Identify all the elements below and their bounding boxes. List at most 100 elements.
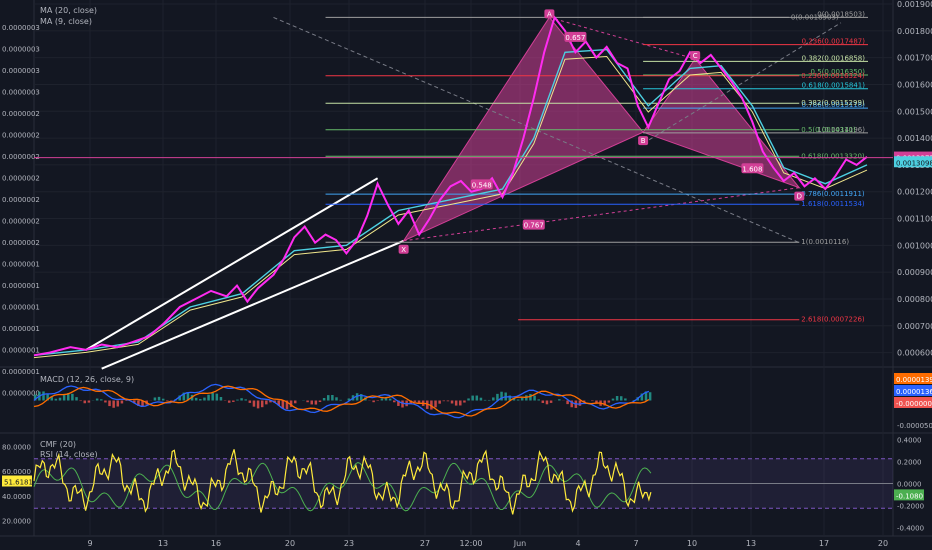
cmf-tick-label: -0.4000 — [897, 525, 924, 533]
y-tick-label: 0.0009000 — [897, 268, 932, 277]
macd-histogram-bar — [322, 397, 326, 401]
cmf-value-badge — [894, 489, 924, 501]
left-tick-label: 0.0000003 — [2, 67, 40, 75]
channel-lower-line — [101, 239, 405, 370]
ratio-label: 0.548 — [472, 181, 492, 189]
macd-histogram-bar — [607, 400, 611, 403]
y-tick-label: 0.0007000 — [897, 322, 932, 331]
macd-histogram-bar — [603, 400, 606, 406]
macd-histogram-bar — [112, 400, 115, 408]
macd-histogram-bar — [558, 399, 561, 401]
ma-yellow-line — [33, 55, 868, 359]
retrace-level-label: 0.236(0.0016324) — [801, 72, 865, 80]
macd-histogram-bar — [310, 400, 313, 405]
macd-histogram-bar — [384, 397, 388, 401]
macd-histogram-bar — [194, 397, 198, 401]
macd-value-badge — [894, 397, 932, 408]
macd-value-label: 0.0000136 — [896, 388, 932, 396]
macd-value-badge — [894, 373, 932, 384]
left-tick-label: 0.0000002 — [2, 218, 40, 226]
macd-histogram-bar — [166, 400, 169, 402]
left-tick-label: 0.0000002 — [2, 132, 40, 140]
x-tick-label: 23 — [344, 539, 354, 548]
macd-histogram-bar — [578, 400, 582, 406]
macd-histogram-bar — [331, 394, 334, 401]
macd-histogram-bar — [203, 397, 206, 401]
cmf-tick-label: -0.2000 — [897, 503, 924, 511]
cmf-label[interactable]: CMF (20) — [40, 440, 77, 449]
macd-label[interactable]: MACD (12, 26, close, 9) — [40, 375, 135, 384]
macd-histogram-bar — [388, 398, 392, 401]
macd-histogram-bar — [397, 400, 400, 406]
macd-histogram-bar — [611, 398, 615, 401]
left-tick-label: 0.0000001 — [2, 325, 40, 333]
dashed-line — [549, 16, 696, 60]
macd-histogram-bar — [591, 400, 594, 402]
macd-histogram-bar — [314, 400, 318, 405]
rsi-tick-label: 20.0000 — [2, 518, 31, 526]
ratio-badge — [470, 179, 493, 190]
macd-histogram-bar — [215, 393, 219, 401]
macd-histogram-bar — [207, 394, 210, 401]
fib-level-label: 0.5(0.0016350) — [811, 68, 866, 76]
y-tick-label: 0.0019000 — [897, 0, 932, 9]
macd-histogram-bar — [624, 398, 627, 401]
ma-value-label: 0.0013098 — [896, 159, 932, 167]
x-tick-label: 27 — [420, 539, 430, 548]
macd-histogram-bar — [417, 400, 421, 403]
x-tick-label: 10 — [687, 539, 697, 548]
ratio-badge — [741, 163, 764, 174]
y-tick-label: 0.0018000 — [897, 27, 932, 36]
retrace-level-label: 0.5(0.0014310) — [801, 126, 856, 134]
left-tick-label: 0.0000002 — [2, 153, 40, 161]
macd-histogram-bar — [265, 400, 268, 405]
ma20-label[interactable]: MA (20, close) — [40, 6, 98, 15]
dashed-line — [642, 22, 842, 144]
cmf-tick-label: 0.2000 — [897, 459, 922, 467]
ma9-label[interactable]: MA (9, close) — [40, 17, 92, 26]
macd-histogram-bar — [619, 396, 623, 401]
macd-histogram-bar — [83, 400, 87, 404]
macd-histogram-bar — [87, 400, 91, 403]
macd-histogram-bar — [479, 397, 483, 401]
macd-histogram-bar — [500, 391, 503, 401]
left-tick-label: 0.0000000 — [2, 390, 40, 398]
x-tick-label: 20 — [285, 539, 295, 548]
x-tick-label: 9 — [87, 539, 92, 548]
macd-histogram-bar — [240, 398, 243, 401]
macd-histogram-bar — [492, 397, 495, 401]
pattern-point-label: D — [797, 193, 802, 201]
left-tick-label: 0.0000002 — [2, 196, 40, 204]
rsi-tick-label: 80.0000 — [2, 443, 31, 451]
macd-histogram-bar — [360, 394, 363, 401]
macd-value-label: -0.0000003 — [896, 400, 932, 408]
left-tick-label: 0.0000003 — [2, 89, 40, 97]
retrace-level-label: 1(0.0010116) — [801, 238, 849, 246]
macd-histogram-bar — [95, 398, 99, 401]
macd-histogram-bar — [289, 400, 293, 408]
x-tick-label: 13 — [746, 539, 756, 548]
rsi-label[interactable]: RSI (14, close) — [40, 450, 98, 459]
macd-histogram-bar — [434, 400, 437, 408]
left-tick-label: 0.0000003 — [2, 46, 40, 54]
retrace-level-label: 0.786(0.0011911) — [801, 190, 865, 198]
macd-histogram-bar — [186, 392, 190, 401]
macd-histogram-bar — [459, 400, 462, 406]
pattern-point-label: X — [401, 246, 406, 254]
macd-histogram-bar — [219, 397, 223, 401]
pattern-point-label: C — [693, 52, 698, 60]
macd-histogram-bar — [100, 399, 103, 401]
macd-histogram-bar — [318, 400, 322, 402]
macd-histogram-bar — [42, 391, 45, 401]
y-tick-label: 0.0015000 — [897, 107, 932, 116]
macd-histogram-bar — [648, 392, 652, 401]
macd-histogram-bar — [533, 395, 536, 401]
macd-histogram-bar — [454, 400, 458, 406]
macd-histogram-bar — [595, 400, 598, 404]
macd-histogram-bar — [520, 397, 524, 401]
macd-histogram-bar — [62, 395, 66, 401]
left-tick-label: 0.0000003 — [2, 24, 40, 32]
retrace-level-label: 0.382(0.0015299) — [801, 99, 865, 107]
macd-histogram-bar — [75, 397, 78, 401]
